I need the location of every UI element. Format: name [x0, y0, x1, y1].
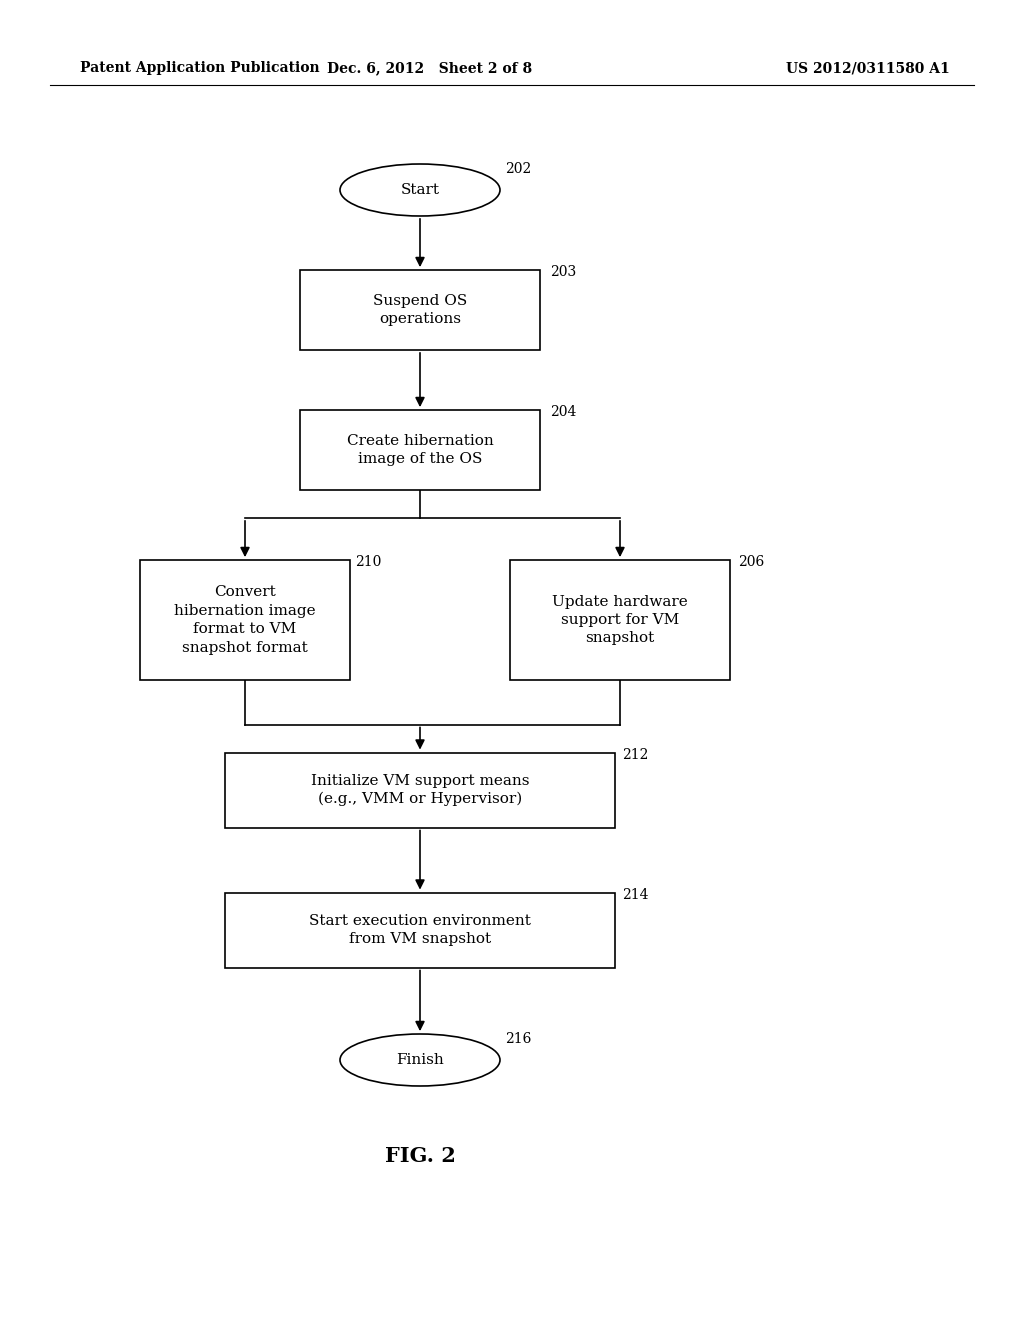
Text: Update hardware
support for VM
snapshot: Update hardware support for VM snapshot — [552, 594, 688, 645]
Text: 203: 203 — [550, 265, 577, 279]
Ellipse shape — [340, 164, 500, 216]
FancyBboxPatch shape — [225, 752, 615, 828]
Text: Dec. 6, 2012   Sheet 2 of 8: Dec. 6, 2012 Sheet 2 of 8 — [328, 61, 532, 75]
Text: Initialize VM support means
(e.g., VMM or Hypervisor): Initialize VM support means (e.g., VMM o… — [310, 774, 529, 807]
Text: Suspend OS
operations: Suspend OS operations — [373, 294, 467, 326]
Text: 206: 206 — [738, 554, 764, 569]
Ellipse shape — [340, 1034, 500, 1086]
Text: 210: 210 — [355, 554, 381, 569]
Text: Convert
hibernation image
format to VM
snapshot format: Convert hibernation image format to VM s… — [174, 585, 315, 655]
Text: Start: Start — [400, 183, 439, 197]
FancyBboxPatch shape — [225, 892, 615, 968]
Text: 204: 204 — [550, 405, 577, 418]
FancyBboxPatch shape — [510, 560, 730, 680]
Text: Finish: Finish — [396, 1053, 443, 1067]
FancyBboxPatch shape — [300, 411, 540, 490]
FancyBboxPatch shape — [300, 271, 540, 350]
Text: Patent Application Publication: Patent Application Publication — [80, 61, 319, 75]
Text: US 2012/0311580 A1: US 2012/0311580 A1 — [786, 61, 950, 75]
Text: 214: 214 — [622, 888, 648, 902]
Text: Create hibernation
image of the OS: Create hibernation image of the OS — [347, 434, 494, 466]
Text: Start execution environment
from VM snapshot: Start execution environment from VM snap… — [309, 913, 530, 946]
Text: 212: 212 — [622, 748, 648, 762]
Text: 202: 202 — [505, 162, 531, 176]
Text: FIG. 2: FIG. 2 — [385, 1146, 456, 1166]
FancyBboxPatch shape — [140, 560, 350, 680]
Text: 216: 216 — [505, 1032, 531, 1045]
